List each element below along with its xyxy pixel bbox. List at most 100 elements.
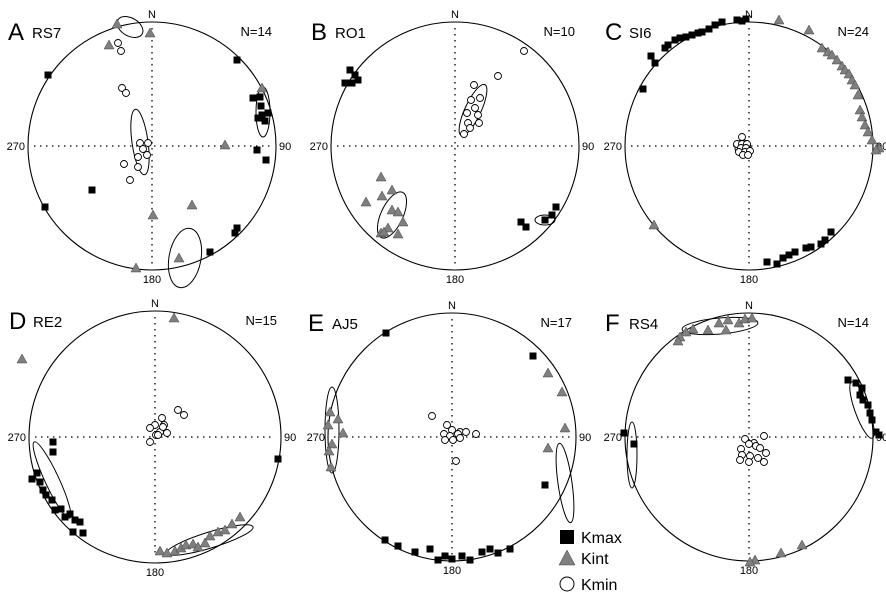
stereonet-f: N18027090FRS4N=14 [604, 300, 886, 577]
kmax-point [33, 469, 41, 477]
kmax-point [711, 21, 719, 29]
kint-point [147, 209, 159, 220]
kmax-point [381, 536, 389, 544]
kmax-point [233, 56, 241, 64]
kint-point [854, 104, 866, 115]
kmax-point [852, 379, 860, 387]
legend-kint-triangle [558, 549, 576, 566]
kmax-point [864, 401, 872, 409]
kint-point [648, 219, 660, 230]
kint-point [542, 442, 554, 453]
kmax-point [802, 244, 810, 252]
kmin-point [494, 72, 502, 80]
kint-point [392, 206, 404, 217]
south-label: 180 [740, 274, 758, 286]
kmin-point [760, 432, 768, 440]
kint-point [397, 216, 409, 227]
kmax-point [448, 555, 456, 563]
kmax-point [785, 251, 793, 259]
kmin-point [466, 124, 474, 132]
west-label: 270 [604, 141, 622, 153]
west-label: 270 [307, 432, 325, 444]
kmin-point [474, 111, 482, 119]
kint-point [870, 144, 882, 155]
kint-point [722, 314, 734, 325]
primitive-circle [330, 21, 580, 271]
primitive-circle [27, 21, 277, 271]
kint-point [859, 119, 871, 130]
north-label: N [745, 300, 753, 312]
sample-count: N=17 [541, 315, 572, 330]
kmax-point [486, 545, 494, 553]
kmax-point [341, 79, 349, 87]
kmax-point [866, 409, 874, 417]
kmax-point [773, 260, 781, 268]
confidence-ellipse [167, 227, 203, 289]
kmax-point [630, 440, 638, 448]
confidence-ellipse [324, 386, 340, 474]
kmax-point [827, 228, 835, 236]
kint-point [672, 335, 684, 346]
kmax-point [856, 391, 864, 399]
kint-point [680, 326, 692, 337]
kmin-point [744, 151, 752, 159]
kmax-point [261, 117, 269, 125]
legend-kmin-circle [559, 576, 575, 592]
kmin-point [754, 454, 762, 462]
kmax-point [779, 254, 787, 262]
kmax-point [651, 59, 659, 67]
kmax-point [79, 529, 87, 537]
kmax-point [76, 518, 84, 526]
kmax-point [682, 33, 690, 41]
kmax-point [346, 66, 354, 74]
kint-point [687, 323, 699, 334]
kint-point [862, 126, 874, 137]
legend-kint-label: Kint [581, 551, 609, 568]
east-label: 90 [582, 141, 594, 153]
kint-point [111, 18, 123, 29]
kmax-point [206, 248, 214, 256]
sample-count: N=15 [246, 313, 277, 328]
kmax-point [807, 243, 815, 251]
kint-point [702, 324, 714, 335]
kmax-point [257, 102, 265, 110]
kint-point [199, 537, 211, 548]
kmax-point [249, 94, 257, 102]
kint-point [831, 54, 843, 65]
north-label: N [448, 300, 456, 312]
primitive-circle [28, 310, 282, 564]
kmax-point [69, 528, 77, 536]
panel-letter: D [9, 308, 26, 335]
kmax-point [57, 505, 65, 513]
stereonet-panels: N 180 270 90 A RS7 N=14 N 180 270 90 B RO1 N=10 N 180 27… [7, 9, 886, 579]
kmin-point [745, 440, 753, 448]
kmax-point [36, 478, 44, 486]
kmin-point [154, 431, 162, 439]
kmax-point [44, 71, 52, 79]
kmin-point [117, 47, 125, 55]
kmax-point [738, 17, 746, 25]
kmin-point [756, 444, 764, 452]
kmax-point [394, 542, 402, 550]
kmax-point [671, 36, 679, 44]
kmin-point [163, 429, 171, 437]
kmin-point [134, 163, 142, 171]
kmax-point [48, 496, 56, 504]
kmax-point [254, 114, 262, 122]
sample-count: N=24 [838, 24, 869, 39]
kmin-point [120, 160, 128, 168]
kmin-point [174, 406, 182, 414]
kmin-point [471, 104, 479, 112]
kmax-point [466, 556, 474, 564]
kint-point [386, 204, 398, 215]
kint-point [325, 461, 337, 472]
kmin-point [760, 458, 768, 466]
kmax-point [742, 15, 750, 23]
kmin-point [146, 438, 154, 446]
kmax-point [39, 486, 47, 494]
confidence-ellipse [626, 421, 638, 489]
kint-point [187, 538, 199, 549]
kint-point [852, 89, 864, 100]
kint-point [713, 317, 725, 328]
kint-point [154, 545, 166, 556]
